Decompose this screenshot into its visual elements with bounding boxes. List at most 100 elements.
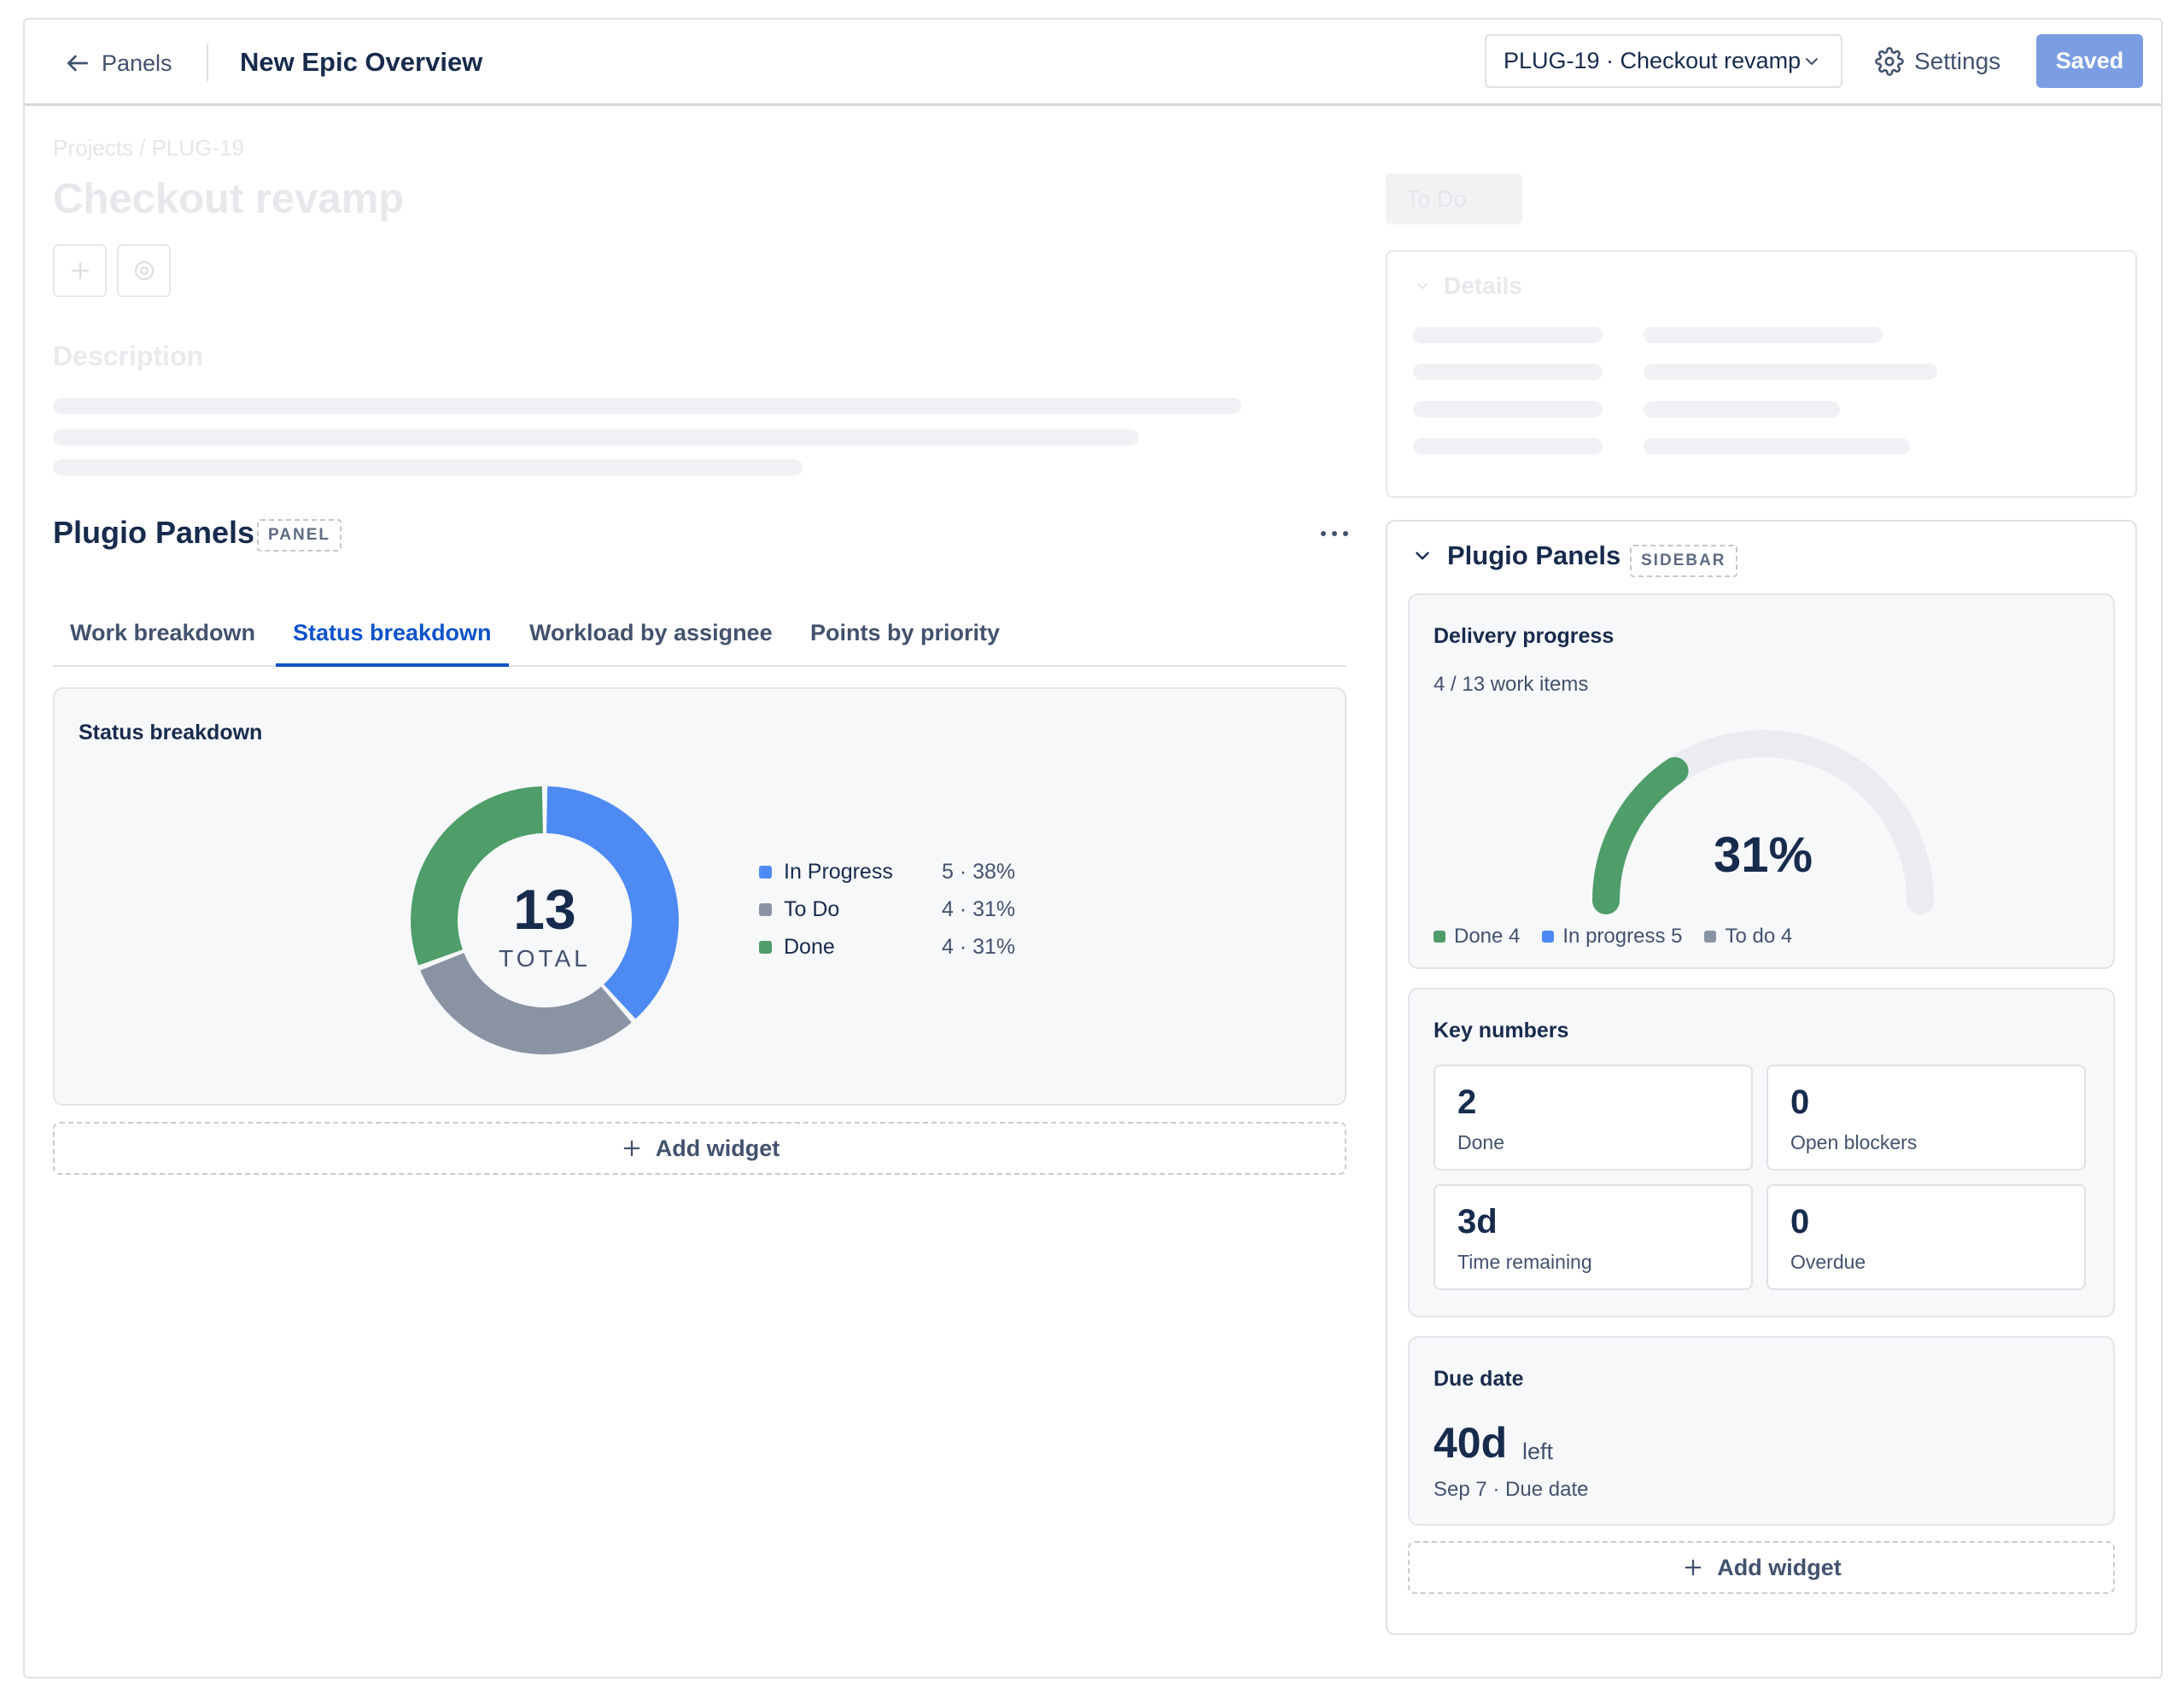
legend-value: 4 · 31% [942, 935, 1016, 959]
chevron-down-icon [1806, 57, 1818, 65]
description-skeleton [53, 398, 1241, 414]
widget-title: Key numbers [1434, 1019, 1569, 1042]
due-date-suffix: left [1522, 1439, 1554, 1464]
gauge-percent: 31% [1714, 827, 1813, 883]
legend-item: To do 4 [1704, 925, 1792, 949]
issue-settings-button [117, 244, 171, 297]
back-to-panels-button[interactable]: Panels [64, 44, 172, 83]
key-number-label: Done [1457, 1131, 1504, 1153]
key-number-value: 0 [1790, 1203, 1810, 1241]
gear-icon [1875, 47, 1904, 76]
add-widget-label: Add widget [655, 1135, 780, 1161]
donut-slice-to-do [420, 953, 632, 1054]
details-skeleton [1413, 401, 1603, 417]
legend-label: Done [784, 935, 835, 959]
plus-icon [1685, 1559, 1702, 1576]
key-number-tile: 0 Open blockers [1766, 1065, 2086, 1171]
details-skeleton [1413, 364, 1603, 380]
key-numbers-widget: Key numbers 2 Done 0 Open blockers 3d Ti… [1408, 988, 2115, 1317]
legend-swatch [759, 866, 772, 879]
legend-value: 5 · 38% [942, 860, 1016, 884]
chevron-down-icon [1416, 552, 1429, 560]
sidebar-add-widget-button[interactable]: Add widget [1408, 1541, 2115, 1594]
back-label: Panels [102, 50, 172, 76]
widget-title: Status breakdown [79, 721, 263, 744]
issue-select[interactable]: PLUG-19 · Checkout revamp [1485, 34, 1842, 88]
due-date-widget: Due date 40d left Sep 7 · Due date [1408, 1336, 2115, 1526]
legend-item: To Do 4 · 31% [759, 897, 1015, 922]
legend-swatch [759, 903, 772, 916]
due-date-value: 40d [1434, 1419, 1508, 1467]
arrow-left-icon [67, 55, 88, 72]
legend-label: Done 4 [1454, 925, 1521, 948]
legend-label: To do 4 [1725, 925, 1793, 948]
widget-title: Due date [1434, 1367, 1524, 1391]
tab-workload-by-assignee[interactable]: Workload by assignee [529, 620, 773, 645]
tab-work-breakdown[interactable]: Work breakdown [70, 620, 256, 645]
sidebar-panel: Plugio Panels SIDEBAR Delivery progress … [1386, 520, 2137, 1635]
more-options-button[interactable] [1311, 515, 1358, 552]
details-header: Details [1413, 272, 1522, 300]
key-number-value: 2 [1457, 1083, 1477, 1121]
details-skeleton [1644, 401, 1840, 417]
page-title: New Epic Overview [240, 47, 483, 77]
delivery-progress-widget: Delivery progress 4 / 13 work items 31% … [1408, 593, 2115, 969]
breadcrumb: Projects / PLUG-19 [53, 135, 244, 161]
settings-button[interactable]: Settings [1875, 38, 2000, 85]
donut-total-label: TOTAL [499, 945, 591, 972]
panel-title: Plugio Panels [53, 515, 255, 550]
key-number-value: 3d [1457, 1203, 1498, 1241]
details-label: Details [1444, 272, 1522, 299]
gear-icon [134, 260, 154, 281]
add-child-button [53, 244, 107, 297]
details-skeleton [1644, 438, 1910, 454]
saved-button[interactable]: Saved [2036, 34, 2143, 88]
sidebar-tag: SIDEBAR [1630, 545, 1737, 577]
details-skeleton [1644, 327, 1883, 343]
panel-tabs: Work breakdown Status breakdown Workload… [53, 604, 1346, 667]
gauge-fill [1592, 756, 1689, 914]
plus-icon [71, 262, 89, 279]
key-number-tile: 2 Done [1434, 1065, 1753, 1171]
legend-item: Done 4 [1434, 925, 1520, 949]
top-bar: Panels New Epic Overview PLUG-19 · Check… [25, 20, 2161, 106]
details-skeleton [1644, 364, 1937, 380]
delivery-legend: Done 4 In progress 5 To do 4 [1434, 925, 1792, 949]
due-date-detail: Sep 7 · Due date [1434, 1478, 1589, 1501]
status-breakdown-widget: Status breakdown 13 TOTAL In Progress 5 … [53, 687, 1346, 1106]
legend-label: To Do [784, 897, 840, 921]
sidebar-title: Plugio Panels [1447, 540, 1621, 570]
header-divider [207, 44, 208, 81]
legend-label: In progress 5 [1562, 925, 1683, 948]
sidebar-header[interactable]: Plugio Panels [1411, 540, 1620, 571]
legend-swatch [759, 941, 772, 954]
key-number-value: 0 [1790, 1083, 1810, 1121]
delivery-gauge: 31% [1592, 730, 1934, 914]
details-skeleton [1413, 438, 1603, 454]
description-skeleton [53, 429, 1139, 446]
dot-icon [1332, 531, 1337, 536]
donut-slice-done [411, 786, 543, 966]
legend-value: 4 · 31% [942, 897, 1016, 921]
dot-icon [1343, 531, 1348, 536]
status-donut-chart: 13 TOTAL [411, 786, 679, 1054]
key-number-label: Overdue [1790, 1251, 1866, 1273]
chevron-down-icon [1416, 283, 1428, 290]
legend-item: In progress 5 [1542, 925, 1682, 949]
description-label: Description [53, 341, 204, 371]
tab-status-breakdown[interactable]: Status breakdown [276, 604, 509, 667]
issue-title: Checkout revamp [53, 176, 405, 222]
add-widget-button[interactable]: Add widget [53, 1122, 1346, 1175]
key-number-label: Time remaining [1457, 1251, 1592, 1273]
panel-tag: PANEL [257, 519, 342, 552]
tab-points-by-priority[interactable]: Points by priority [810, 620, 1001, 645]
issue-select-value: PLUG-19 · Checkout revamp [1504, 48, 1802, 73]
plus-icon [623, 1140, 640, 1157]
status-dropdown: To Do [1386, 173, 1522, 225]
add-widget-label: Add widget [1717, 1554, 1842, 1580]
description-skeleton [53, 459, 803, 476]
donut-total-value: 13 [513, 878, 575, 941]
legend-label: In Progress [784, 860, 893, 884]
key-number-label: Open blockers [1790, 1131, 1918, 1153]
details-panel: Details [1386, 250, 2137, 498]
